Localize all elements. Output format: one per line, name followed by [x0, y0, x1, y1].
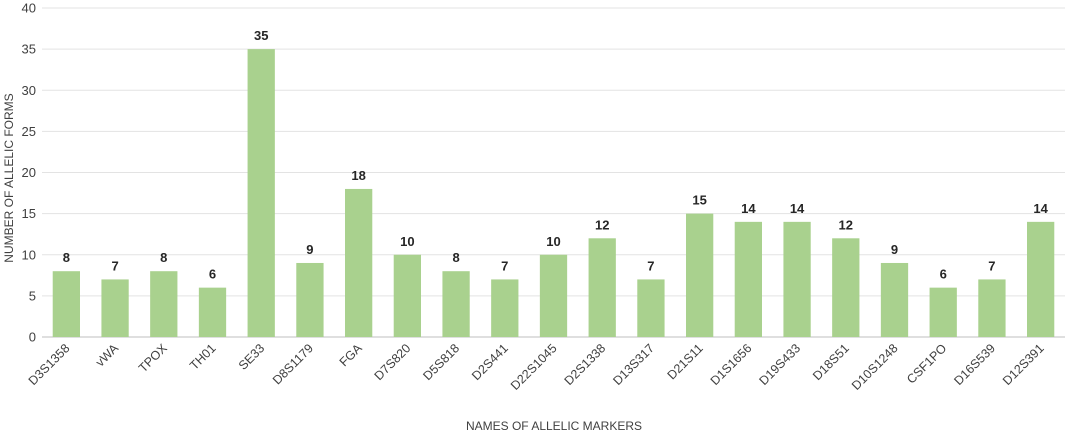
x-axis-title: NAMES OF ALLELIC MARKERS [466, 419, 642, 433]
x-tick-label: D2S1338 [562, 341, 609, 388]
data-label: 10 [400, 234, 414, 249]
y-tick-label: 20 [22, 165, 36, 180]
bar [929, 287, 957, 337]
bar [588, 238, 616, 337]
data-label: 8 [160, 250, 167, 265]
data-label: 7 [988, 258, 995, 273]
bar [442, 271, 470, 337]
data-label: 9 [891, 242, 898, 257]
bar [345, 188, 373, 337]
bar [393, 254, 421, 337]
x-tick-label: SE33 [236, 341, 268, 373]
data-label: 18 [351, 168, 365, 183]
x-tick-label: TH01 [187, 341, 219, 373]
x-tick-label: FGA [337, 341, 366, 370]
bar [832, 238, 860, 337]
y-tick-label: 0 [29, 330, 36, 345]
data-label: 8 [452, 250, 459, 265]
bar [198, 287, 227, 337]
bar [686, 213, 714, 337]
x-tick-label: D19S433 [756, 341, 803, 388]
x-tick-label: D10S1248 [849, 341, 901, 393]
x-tick-label: D8S1179 [270, 341, 316, 387]
data-label: 15 [692, 193, 706, 208]
data-label: 8 [63, 250, 70, 265]
x-tick-label: D22S1045 [508, 341, 560, 393]
x-tick-label: D18S51 [810, 341, 852, 383]
data-label: 10 [546, 234, 560, 249]
bar [734, 221, 762, 337]
bar [880, 262, 909, 337]
y-tick-label: 10 [22, 247, 36, 262]
x-axis-category-labels: D3S1358 vWA TPOX TH01 SE33 D8S1179 FGA D7S820 D5… [26, 341, 1047, 393]
bar [637, 279, 665, 337]
x-tick-label: D7S820 [372, 341, 414, 383]
x-tick-label: D5S818 [420, 341, 462, 383]
bar [247, 49, 275, 337]
data-labels: 8 7 8 6 35 9 18 10 8 7 10 12 7 15 14 14 12 9 6 7 14 [63, 28, 1049, 282]
x-tick-label: D2S441 [469, 341, 511, 383]
y-tick-label: 5 [29, 288, 36, 303]
bar [1027, 221, 1055, 337]
data-label: 12 [839, 217, 853, 232]
data-label: 9 [306, 242, 313, 257]
x-tick-label: D1S1656 [708, 341, 755, 388]
x-tick-label: TPOX [136, 341, 170, 375]
y-tick-label: 15 [22, 206, 36, 221]
x-tick-label: D21S11 [665, 341, 706, 382]
bar [491, 279, 519, 337]
y-tick-label: 25 [22, 124, 36, 139]
bar [296, 262, 324, 337]
data-label: 14 [790, 201, 805, 216]
y-tick-label: 30 [22, 83, 36, 98]
bar [150, 271, 178, 337]
x-tick-label: D16S539 [951, 341, 998, 388]
data-label: 7 [501, 258, 508, 273]
y-axis-title: NUMBER OF ALLELIC FORMS [2, 93, 16, 262]
data-label: 7 [111, 258, 118, 273]
x-tick-label: D12S391 [1000, 341, 1047, 388]
y-axis-ticks: 0 5 10 15 20 25 30 35 40 [22, 1, 36, 345]
bar [783, 221, 811, 337]
bar [101, 279, 129, 337]
bar [978, 279, 1006, 337]
y-tick-label: 40 [22, 1, 36, 16]
y-tick-label: 35 [22, 42, 36, 57]
x-tick-label: vWA [93, 341, 122, 370]
x-tick-label: D3S1358 [26, 341, 73, 388]
data-label: 14 [1033, 201, 1048, 216]
x-tick-label: D13S317 [610, 341, 657, 388]
data-label: 12 [595, 217, 609, 232]
data-label: 6 [940, 267, 947, 282]
data-label: 14 [741, 201, 756, 216]
data-label: 35 [254, 28, 268, 43]
data-label: 7 [647, 258, 654, 273]
x-tick-label: CSF1PO [904, 341, 949, 386]
bar [52, 271, 80, 337]
bars [52, 49, 1055, 337]
bar [539, 254, 568, 337]
data-label: 6 [209, 267, 216, 282]
